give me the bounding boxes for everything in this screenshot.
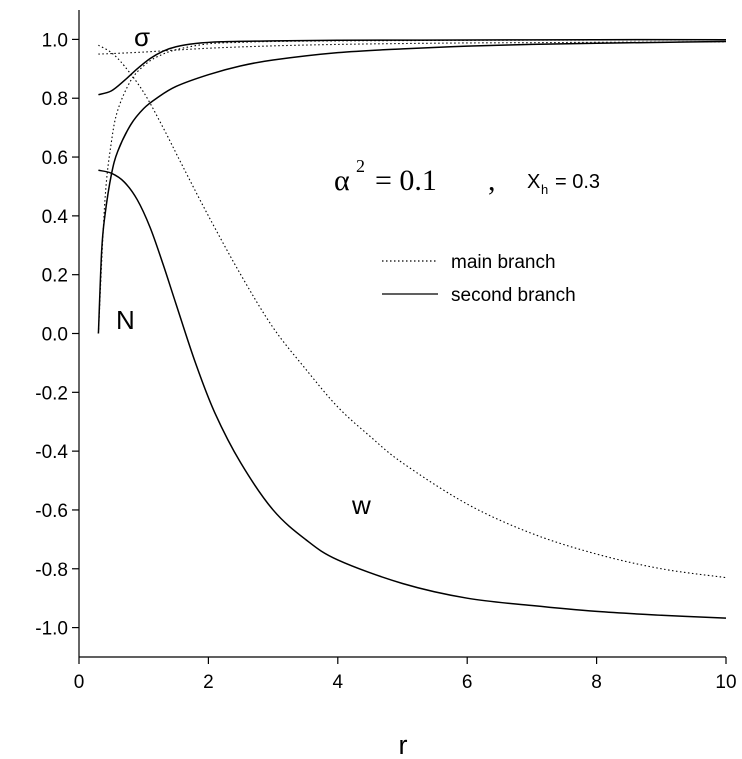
x-value: = 0.3: [555, 171, 600, 193]
series-sigma-main-branch: [98, 41, 727, 55]
x-axis-title: r: [399, 730, 408, 759]
y-tick-label: 0.0: [42, 325, 68, 346]
curve-label-sigma: σ: [134, 22, 150, 52]
y-axis-ticks: 1.0 0.8 0.6 0.4 0.2 0.0 -0.2 -0.4 -0.6 -0.8 -1.0: [35, 30, 79, 640]
legend-label-second-branch: second branch: [451, 285, 576, 306]
y-tick-label: 0.8: [42, 89, 68, 110]
parameter-annotation: α 2 = 0.1 , X h = 0.3: [334, 156, 600, 197]
x-tick-label: 8: [591, 672, 602, 693]
x-tick-label: 4: [333, 672, 344, 693]
alpha-power: 2: [356, 156, 365, 176]
annotation-separator: ,: [488, 164, 496, 197]
x-subscript: h: [541, 182, 548, 197]
y-tick-label: 0.4: [42, 207, 69, 228]
y-tick-label: -0.4: [35, 442, 68, 463]
plot-frame: [78, 10, 726, 658]
legend-label-main-branch: main branch: [451, 252, 556, 273]
x-symbol: X: [527, 171, 540, 193]
series-n-main-branch: [97, 39, 727, 334]
series-sigma-second-branch: [98, 38, 727, 96]
curve-label-n: N: [116, 305, 135, 335]
series-group: [97, 38, 727, 619]
y-tick-label: 0.6: [42, 148, 68, 169]
y-tick-label: -0.6: [35, 501, 68, 522]
alpha-value: = 0.1: [375, 164, 437, 197]
y-tick-label: 1.0: [42, 30, 68, 51]
y-tick-label: -0.8: [35, 560, 68, 581]
x-axis-ticks: 0 2 4 6 8 10: [74, 657, 737, 693]
series-n-second-branch: [97, 40, 727, 334]
alpha-symbol: α: [334, 164, 350, 197]
legend: main branch second branch: [382, 252, 576, 306]
series-w-second-branch: [98, 169, 727, 619]
y-tick-label: -1.0: [35, 619, 68, 640]
x-tick-label: 2: [203, 672, 214, 693]
curve-label-w: w: [351, 490, 371, 520]
x-tick-label: 0: [74, 672, 85, 693]
series-w-main-branch: [98, 44, 727, 579]
x-tick-label: 10: [715, 672, 736, 693]
y-tick-label: 0.2: [42, 266, 68, 287]
y-tick-label: -0.2: [35, 383, 68, 404]
x-tick-label: 6: [462, 672, 473, 693]
